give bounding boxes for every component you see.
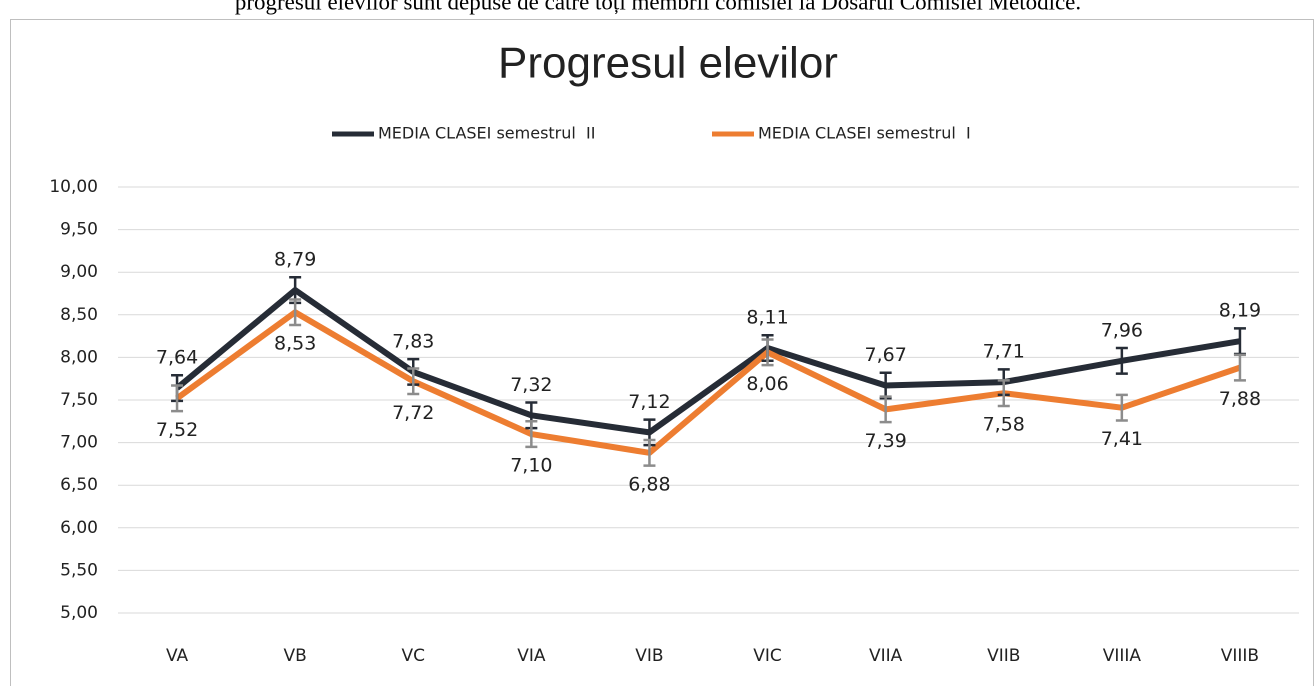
- data-label: 7,10: [510, 455, 552, 477]
- y-tick-label: 6,50: [60, 475, 98, 495]
- x-tick-label: VIC: [753, 646, 782, 666]
- error-bar: [525, 420, 538, 449]
- y-tick-label: 7,00: [60, 433, 98, 453]
- caption: progresul elevilor sunt depuse de către …: [235, 0, 1081, 14]
- x-tick-label: VIIB: [987, 646, 1020, 666]
- data-label: 7,72: [392, 402, 434, 424]
- series-line: [175, 309, 1241, 456]
- data-label: 7,88: [1219, 388, 1261, 410]
- error-bar: [643, 438, 656, 467]
- x-tick-label: VIIIA: [1103, 646, 1142, 666]
- series-line: [175, 287, 1241, 436]
- y-tick-label: 9,00: [60, 262, 98, 282]
- data-label: 8,19: [1219, 300, 1261, 322]
- error-bar: [1115, 346, 1128, 375]
- error-bar: [407, 367, 420, 396]
- error-bar: [289, 298, 302, 327]
- error-bar: [997, 379, 1010, 408]
- y-tick-label: 8,50: [60, 305, 98, 325]
- x-tick-label: VIB: [635, 646, 663, 666]
- x-tick-label: VIIIB: [1221, 646, 1259, 666]
- legend-label: MEDIA CLASEI semestrul II: [378, 124, 595, 143]
- x-tick-label: VC: [402, 646, 426, 666]
- data-label: 8,79: [274, 249, 316, 271]
- data-label: 7,39: [864, 430, 906, 452]
- y-tick-label: 5,00: [60, 603, 98, 623]
- x-tick-label: VA: [166, 646, 189, 666]
- y-tick-label: 9,50: [60, 220, 98, 240]
- chart-title: Progresul elevilor: [498, 39, 838, 88]
- data-label: 8,53: [274, 333, 316, 355]
- x-tick-label: VIA: [517, 646, 546, 666]
- data-label: 7,32: [510, 374, 552, 396]
- y-tick-label: 5,50: [60, 560, 98, 580]
- y-tick-label: 6,00: [60, 518, 98, 538]
- data-label: 8,06: [746, 373, 788, 395]
- data-label: 7,83: [392, 330, 434, 352]
- error-bar: [879, 395, 892, 424]
- legend-label: MEDIA CLASEI semestrul I: [758, 124, 971, 143]
- data-label: 7,71: [983, 341, 1025, 363]
- error-bar: [1115, 393, 1128, 422]
- data-label: 7,67: [864, 344, 906, 366]
- data-label: 7,52: [156, 419, 198, 441]
- data-label: 7,58: [983, 414, 1025, 436]
- data-label: 7,96: [1101, 319, 1143, 341]
- x-tick-label: VIIA: [869, 646, 903, 666]
- error-bar: [761, 338, 774, 367]
- error-bar: [1233, 353, 1246, 382]
- data-label: 7,64: [156, 347, 198, 369]
- y-tick-label: 8,00: [60, 347, 98, 367]
- error-bar: [171, 384, 184, 413]
- data-label: 7,41: [1101, 428, 1143, 450]
- data-label: 6,88: [628, 473, 670, 495]
- chart-frame: [10, 19, 1314, 686]
- data-label: 7,12: [628, 391, 670, 413]
- y-tick-label: 7,50: [60, 390, 98, 410]
- data-label: 8,11: [746, 307, 788, 329]
- x-tick-label: VB: [284, 646, 307, 666]
- y-tick-label: 10,00: [49, 177, 98, 197]
